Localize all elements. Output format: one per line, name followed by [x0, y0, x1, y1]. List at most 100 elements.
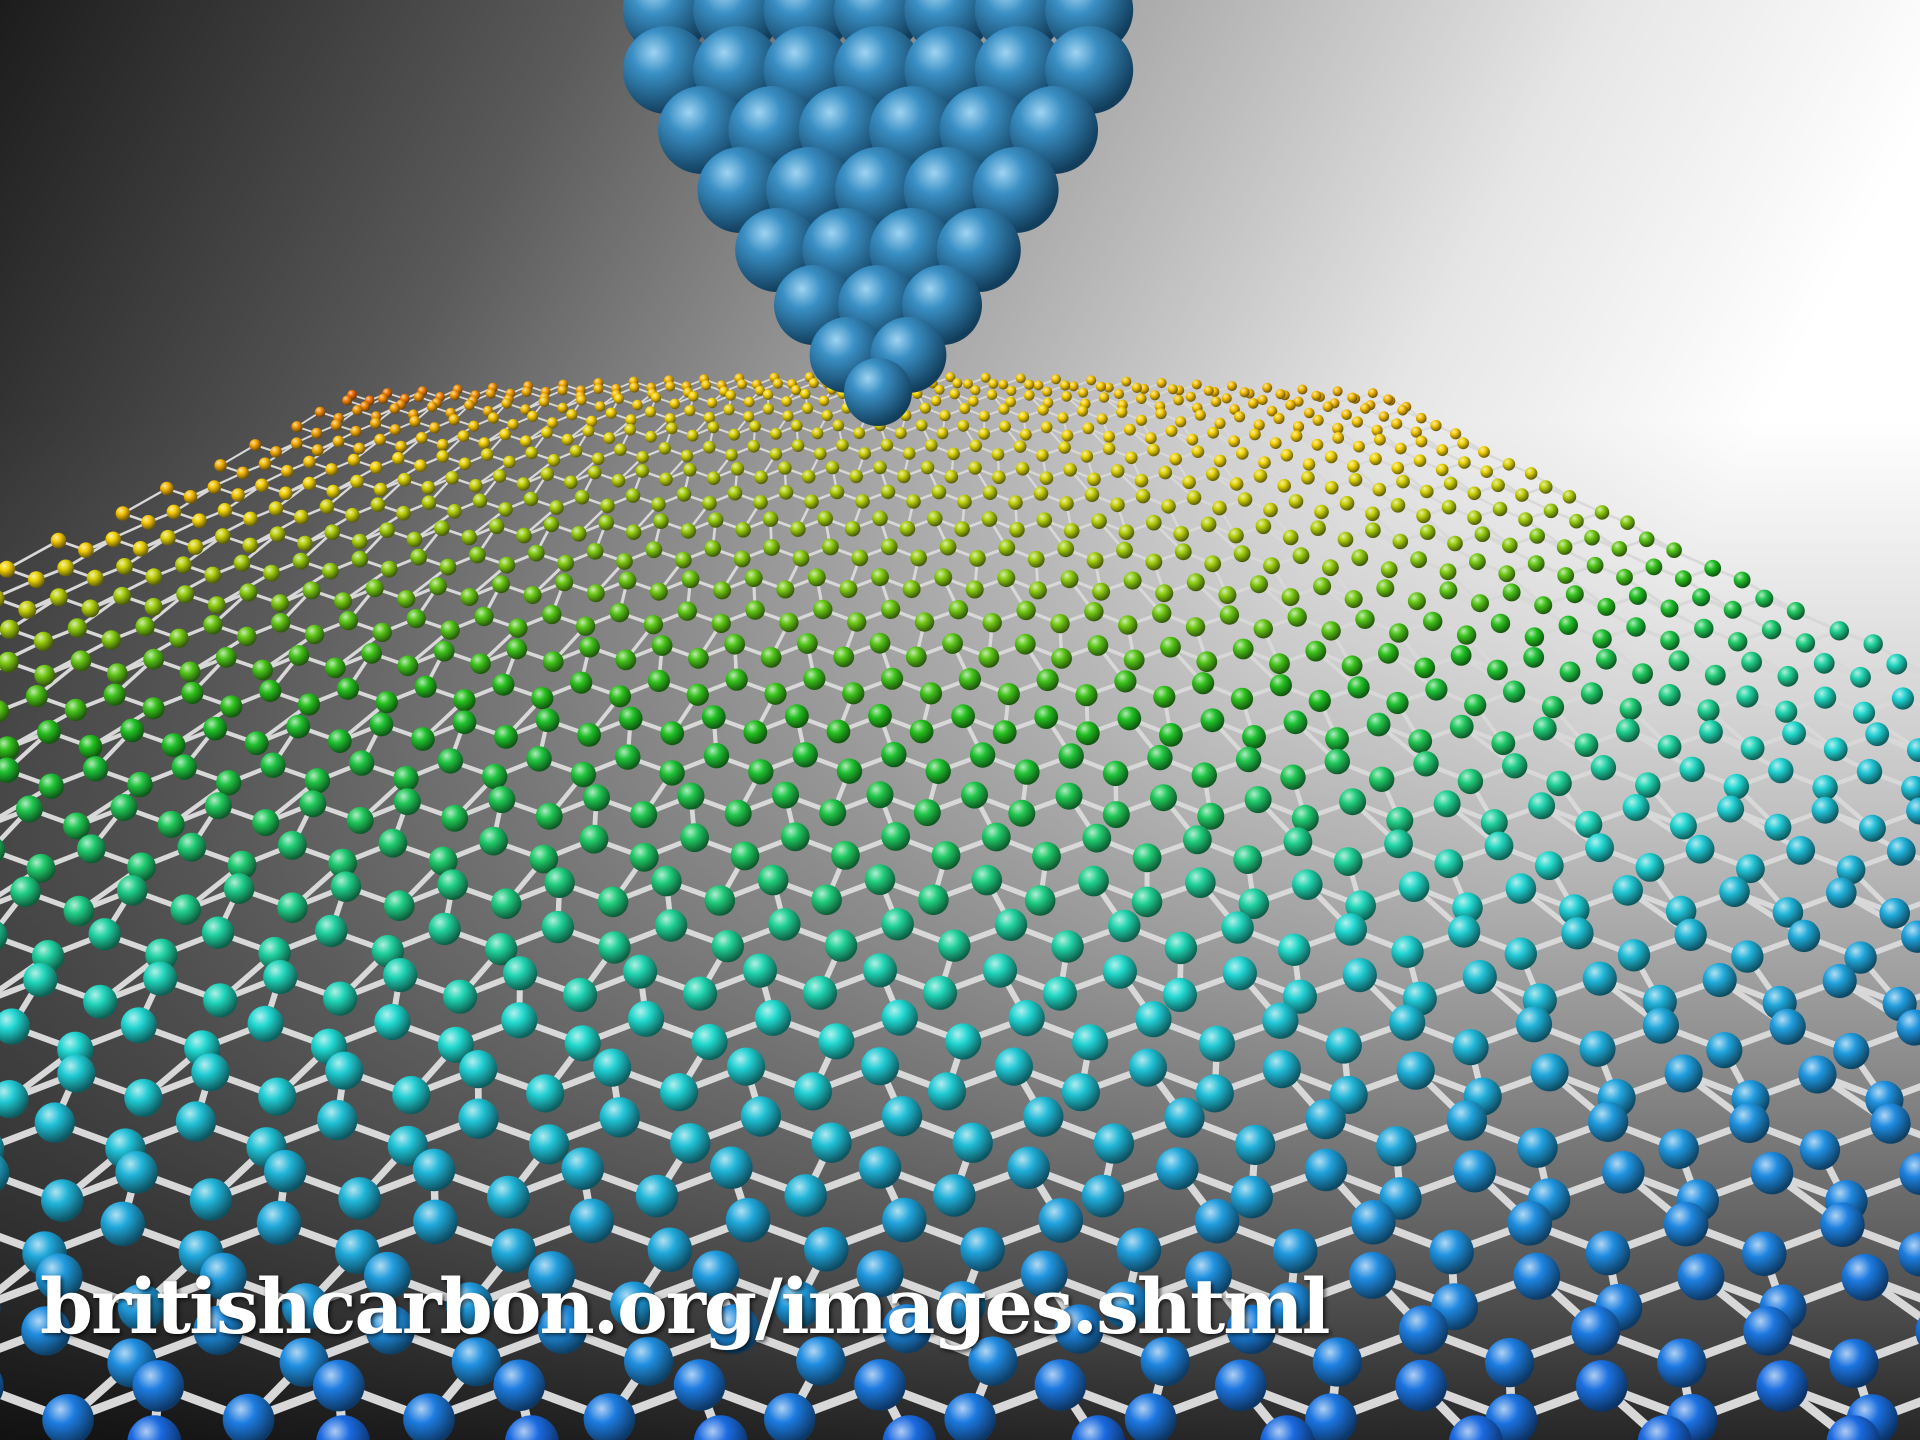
carbon-atom — [1886, 653, 1908, 675]
carbon-atom — [942, 633, 963, 654]
carbon-atom — [762, 403, 774, 415]
carbon-atom — [1339, 496, 1355, 511]
carbon-atom — [1674, 918, 1707, 951]
carbon-atom — [1786, 836, 1816, 865]
carbon-atom — [1447, 915, 1481, 948]
carbon-atom — [803, 667, 826, 691]
carbon-atom — [854, 1359, 906, 1411]
carbon-atom — [1485, 1338, 1535, 1388]
carbon-atom — [120, 1007, 157, 1044]
carbon-atom — [1221, 911, 1254, 944]
carbon-atom — [1236, 447, 1249, 460]
carbon-atom — [1617, 939, 1651, 972]
carbon-atom — [191, 1053, 230, 1092]
carbon-atom — [1038, 1198, 1084, 1243]
carbon-atom — [1124, 423, 1136, 436]
carbon-atom — [397, 590, 416, 609]
carbon-atom — [1898, 1232, 1920, 1277]
carbon-atom — [1015, 373, 1026, 384]
carbon-atom — [1191, 445, 1205, 459]
carbon-atom — [683, 976, 718, 1011]
carbon-atom — [364, 1251, 411, 1299]
carbon-atom — [384, 890, 415, 921]
carbon-atom — [160, 529, 176, 546]
carbon-atom — [791, 439, 805, 453]
carbon-atom — [1007, 1146, 1050, 1190]
carbon-atom — [680, 523, 697, 539]
carbon-atom — [784, 1174, 827, 1217]
carbon-atom — [1915, 1317, 1920, 1346]
carbon-atom — [748, 759, 774, 785]
carbon-atom — [488, 786, 516, 814]
carbon-atom — [1173, 526, 1189, 542]
carbon-atom — [127, 1415, 182, 1440]
carbon-atom — [706, 471, 721, 486]
carbon-atom — [537, 1304, 588, 1354]
carbon-atom — [1078, 865, 1109, 897]
carbon-atom — [326, 484, 341, 499]
carbon-atom — [957, 419, 970, 432]
carbon-atom — [1814, 686, 1837, 709]
carbon-atom — [1450, 645, 1472, 666]
carbon-atom — [1557, 567, 1575, 584]
carbon-atom — [143, 961, 178, 996]
carbon-atom — [1162, 977, 1197, 1013]
carbon-atom — [319, 499, 335, 514]
carbon-atom — [981, 511, 998, 527]
carbon-atom — [1812, 775, 1838, 801]
carbon-atom — [1016, 600, 1036, 621]
carbon-atom — [570, 671, 593, 694]
carbon-atom — [303, 455, 316, 469]
carbon-atom — [346, 807, 374, 834]
carbon-atom — [807, 568, 826, 587]
carbon-atom — [831, 841, 860, 870]
carbon-atom — [860, 1047, 900, 1086]
carbon-atom — [910, 549, 927, 567]
carbon-atom — [421, 495, 437, 511]
carbon-atom — [1174, 543, 1192, 561]
carbon-atom — [1051, 930, 1084, 963]
carbon-atom — [969, 439, 983, 453]
carbon-atom — [575, 616, 596, 636]
carbon-atom — [370, 497, 386, 512]
carbon-atom — [1657, 1338, 1707, 1388]
carbon-atom — [392, 1075, 431, 1115]
carbon-atom — [991, 448, 1005, 461]
carbon-atom — [1394, 442, 1407, 455]
carbon-atom — [1032, 841, 1061, 871]
carbon-atom — [426, 401, 438, 413]
carbon-atom — [938, 929, 971, 962]
carbon-atom — [1836, 855, 1866, 885]
carbon-atom — [1263, 502, 1278, 518]
carbon-atom — [1283, 710, 1308, 735]
carbon-atom — [179, 661, 201, 683]
carbon-atom — [26, 853, 56, 883]
carbon-atom — [1063, 523, 1080, 539]
carbon-atom — [1602, 1151, 1645, 1194]
carbon-atom — [1063, 463, 1077, 477]
carbon-atom — [520, 435, 532, 448]
carbon-atom — [1546, 770, 1572, 797]
carbon-atom — [1396, 474, 1410, 489]
carbon-atom — [603, 432, 616, 445]
carbon-atom — [963, 379, 973, 389]
carbon-atom — [1051, 374, 1061, 385]
carbon-atom — [938, 1281, 986, 1329]
carbon-atom — [1694, 618, 1714, 639]
carbon-atom — [203, 615, 223, 635]
lattice-bond — [474, 460, 511, 487]
carbon-atom — [629, 842, 659, 872]
carbon-atom — [1723, 773, 1750, 800]
carbon-atom — [169, 628, 189, 648]
carbon-atom — [1582, 961, 1617, 996]
carbon-atom — [780, 822, 810, 852]
carbon-atom — [1028, 581, 1047, 600]
carbon-atom — [236, 466, 250, 480]
carbon-atom — [222, 1393, 275, 1440]
carbon-atom — [948, 600, 969, 620]
carbon-atom — [1147, 443, 1160, 457]
carbon-atom — [397, 472, 412, 487]
carbon-atom — [1277, 479, 1291, 493]
carbon-atom — [1764, 813, 1792, 841]
carbon-atom — [1755, 589, 1774, 608]
